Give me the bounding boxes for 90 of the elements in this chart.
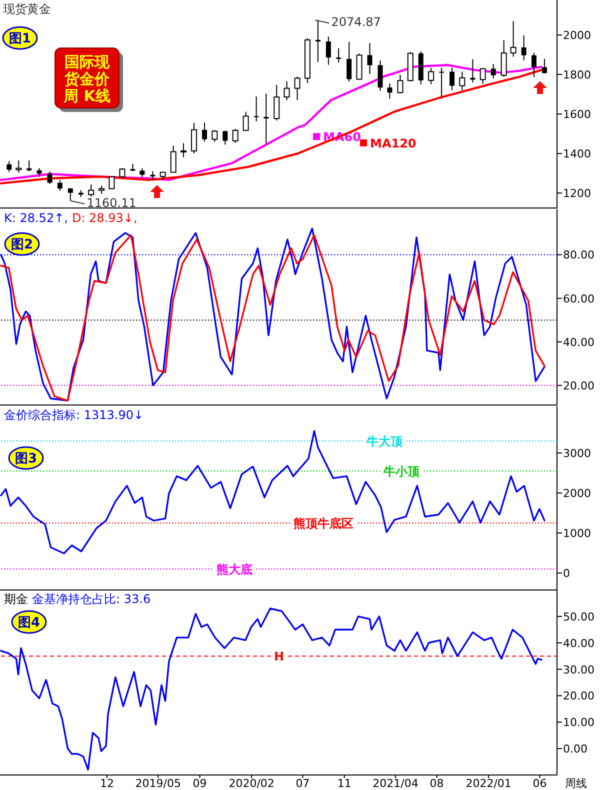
y-tick-label: 0 (563, 567, 570, 580)
candlestick (254, 96, 259, 122)
candlestick (439, 67, 444, 98)
candlestick (459, 71, 466, 91)
candlestick (521, 34, 526, 61)
y-tick-label: 40.00 (563, 636, 594, 650)
annotation: 图1 (8, 32, 32, 46)
y-tick-label: 80.00 (563, 248, 594, 262)
candlestick (212, 130, 218, 142)
y-tick-label: 1400 (563, 147, 591, 160)
candlestick (315, 20, 320, 63)
x-tick-label: 07 (296, 777, 310, 790)
annotation: 金价综合指标: 1313.90↓ (4, 408, 144, 422)
x-tick-label: 2019/05 (135, 777, 181, 790)
ref-line-label: 牛小顶 (382, 464, 420, 478)
candlestick (378, 60, 383, 92)
candlestick (108, 176, 115, 190)
annotation: D: 28.93↓, (72, 211, 138, 225)
candlestick (88, 184, 94, 198)
candlestick (26, 160, 32, 172)
y-tick-label: 10.00 (563, 716, 594, 730)
candlestick (500, 40, 507, 78)
ref-line-label: 熊顶牛底区 (293, 516, 354, 530)
x-tick-label: 08 (430, 777, 444, 790)
candlestick (326, 36, 331, 66)
candlestick (119, 168, 126, 178)
annotation: 图3 (14, 452, 38, 466)
candlestick (264, 93, 269, 144)
ref-line-label: 牛大顶 (366, 434, 404, 448)
annotation: K: 28.52↑, (4, 211, 68, 225)
x-tick-label: 2020/02 (228, 777, 274, 790)
candlestick (202, 122, 208, 142)
y-tick-label: 2000 (563, 28, 591, 42)
x-tick-label: 2021/04 (372, 777, 418, 790)
candlestick (346, 41, 352, 82)
x-tick-label: 11 (337, 777, 352, 790)
candlestick (57, 180, 62, 192)
candlestick (367, 42, 372, 75)
y-tick-label: 1000 (563, 527, 591, 540)
candlestick (232, 128, 238, 144)
y-tick-label: 50.00 (563, 610, 594, 624)
annotation: 2074.87 (331, 15, 381, 30)
y-tick-label: 1200 (563, 186, 591, 200)
candlestick (490, 64, 496, 79)
annotation: 国际现货金价周 K线 (62, 53, 110, 105)
annotation: 1160.11 (86, 196, 136, 210)
candlestick (191, 122, 198, 154)
candlestick (284, 80, 290, 101)
text: 周线 (565, 777, 587, 790)
candlestick (531, 52, 536, 78)
candlestick (336, 48, 342, 64)
candlestick (387, 82, 392, 100)
candlestick (6, 160, 12, 172)
annotation: 期金 (4, 592, 28, 606)
y-tick-label: 1600 (563, 108, 591, 121)
candlestick (450, 67, 455, 91)
y-tick-label: 20.00 (563, 690, 594, 703)
candlestick (542, 58, 547, 74)
ref-line-label: H (274, 650, 284, 664)
y-tick-label: 60.00 (563, 292, 594, 306)
y-tick-label: 2000 (563, 487, 591, 500)
candlestick (222, 130, 228, 146)
y-tick-label: 1800 (563, 68, 591, 82)
candlestick (68, 188, 73, 202)
candlestick (180, 142, 187, 158)
y-tick-label: 40.00 (563, 336, 594, 349)
x-tick-label: 06 (532, 777, 547, 790)
y-tick-label: 3000 (563, 447, 591, 460)
candlestick (16, 160, 22, 174)
candlestick (510, 20, 516, 58)
annotation: 图4 (18, 616, 40, 630)
ref-line-label: 熊大底 (216, 562, 253, 576)
legend-label: MA120 (370, 136, 416, 150)
candlestick (242, 111, 249, 131)
candlestick (294, 76, 300, 100)
x-tick-label: 09 (192, 777, 207, 790)
candlestick (47, 170, 52, 184)
candlestick (170, 145, 176, 173)
annotation: 图2 (10, 238, 34, 252)
x-tick-label: 12 (100, 777, 114, 790)
annotation: 金基净持仓占比: 33.6 (32, 592, 151, 606)
x-tick-label: 2022/01 (466, 777, 512, 790)
candlestick (397, 74, 404, 94)
candlestick (428, 67, 434, 85)
y-tick-label: 20.00 (563, 379, 594, 392)
candlestick (274, 84, 280, 121)
y-tick-label: 0.00 (563, 742, 588, 756)
y-tick-label: 30.00 (563, 663, 594, 676)
chart-title: 现货黄金 (3, 2, 51, 16)
candlestick (480, 68, 486, 84)
